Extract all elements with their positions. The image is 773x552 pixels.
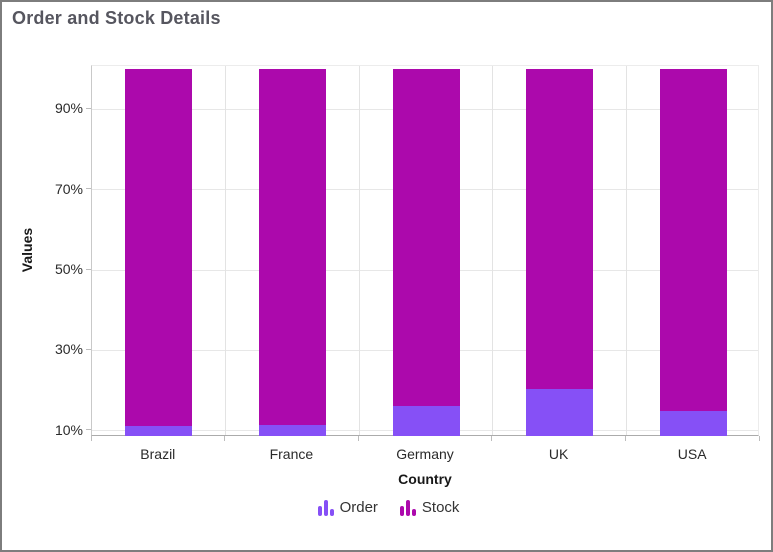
x-axis-title: Country — [398, 471, 452, 487]
y-axis-tick — [86, 429, 91, 431]
mini-column-chart-icon — [399, 500, 416, 516]
bar-segment-order-usa[interactable] — [659, 410, 727, 436]
vertical-gridline — [358, 66, 360, 435]
mini-column-chart-icon — [317, 500, 334, 516]
x-axis-category-label: UK — [548, 446, 569, 462]
legend-item-stock[interactable]: Stock — [399, 499, 460, 517]
legend-item-order[interactable]: Order — [317, 499, 378, 517]
bar-segment-order-uk[interactable] — [526, 388, 594, 436]
bar-segment-stock-germany[interactable] — [392, 68, 460, 406]
y-axis-tick-label: 70% — [54, 180, 83, 197]
bar-segment-stock-brazil[interactable] — [125, 68, 193, 427]
x-axis-tick — [90, 436, 92, 441]
y-axis-tick-label: 30% — [54, 341, 83, 358]
y-axis-tick — [86, 348, 91, 350]
x-axis-category-label: Germany — [396, 446, 454, 462]
legend: Order Stock — [2, 499, 771, 517]
y-axis-tick — [86, 188, 91, 190]
x-axis-category-label: France — [269, 446, 314, 462]
x-axis-tick — [758, 436, 760, 441]
plot-area — [91, 65, 759, 436]
bar-segment-order-france[interactable] — [258, 424, 326, 436]
x-axis-tick — [357, 436, 359, 441]
chart-title: Order and Stock Details — [12, 8, 221, 28]
bar-segment-order-germany[interactable] — [392, 405, 460, 436]
x-axis-tick — [224, 436, 226, 441]
x-axis-category-label: Brazil — [140, 446, 176, 462]
vertical-gridline — [225, 66, 227, 435]
y-axis-tick-label: 10% — [54, 421, 83, 438]
vertical-gridline — [625, 66, 627, 435]
bar-segment-stock-uk[interactable] — [526, 68, 594, 389]
bar-segment-stock-france[interactable] — [258, 68, 326, 425]
bar-segment-order-brazil[interactable] — [125, 426, 193, 436]
legend-item-label: Stock — [421, 499, 460, 516]
vertical-gridline — [492, 66, 494, 435]
y-axis-tick — [86, 107, 91, 109]
y-axis-title: Values — [19, 227, 35, 273]
x-axis-tick — [624, 436, 626, 441]
bar-segment-stock-usa[interactable] — [659, 68, 727, 411]
y-axis-tick-label: 50% — [54, 261, 83, 277]
x-axis-category-label: USA — [677, 446, 707, 462]
x-axis-tick — [491, 436, 493, 441]
legend-item-label: Order — [339, 499, 378, 516]
y-axis-tick — [86, 268, 91, 270]
y-axis-tick-label: 90% — [54, 100, 83, 117]
